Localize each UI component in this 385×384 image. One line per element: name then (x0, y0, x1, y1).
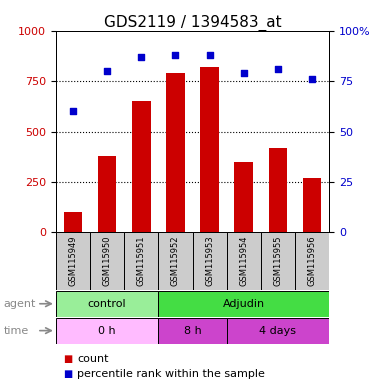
Text: GSM115955: GSM115955 (273, 236, 283, 286)
Text: ■: ■ (64, 369, 73, 379)
Text: GSM115951: GSM115951 (137, 236, 146, 286)
Text: GSM115950: GSM115950 (102, 236, 112, 286)
Text: percentile rank within the sample: percentile rank within the sample (77, 369, 265, 379)
Bar (227, 318, 329, 344)
Bar (56, 291, 158, 317)
Text: control: control (88, 299, 126, 309)
Bar (158, 232, 192, 290)
Bar (64, 212, 82, 232)
Point (138, 54, 144, 60)
Point (104, 68, 110, 74)
Text: 8 h: 8 h (184, 326, 201, 336)
Point (70, 108, 76, 114)
Point (275, 66, 281, 72)
Text: agent: agent (4, 299, 36, 309)
Title: GDS2119 / 1394583_at: GDS2119 / 1394583_at (104, 15, 281, 31)
Point (172, 52, 179, 58)
Bar (268, 147, 287, 232)
Text: GSM115954: GSM115954 (239, 236, 248, 286)
Bar (132, 101, 151, 232)
Bar (98, 156, 117, 232)
Bar (295, 232, 329, 290)
Bar (227, 232, 261, 290)
Bar (158, 318, 227, 344)
Bar (200, 67, 219, 232)
Point (309, 76, 315, 82)
Bar (124, 232, 158, 290)
Bar (158, 291, 329, 317)
Text: Adjudin: Adjudin (223, 299, 265, 309)
Text: 0 h: 0 h (98, 326, 116, 336)
Bar (234, 162, 253, 232)
Text: ■: ■ (64, 354, 73, 364)
Text: GSM115952: GSM115952 (171, 236, 180, 286)
Bar (261, 232, 295, 290)
Bar (56, 318, 158, 344)
Text: GSM115956: GSM115956 (308, 236, 316, 286)
Text: 4 days: 4 days (259, 326, 296, 336)
Bar (192, 232, 227, 290)
Bar (90, 232, 124, 290)
Point (206, 52, 213, 58)
Text: count: count (77, 354, 109, 364)
Bar (303, 178, 321, 232)
Text: time: time (4, 326, 29, 336)
Text: GSM115953: GSM115953 (205, 236, 214, 286)
Bar (56, 232, 90, 290)
Bar (166, 73, 185, 232)
Point (241, 70, 247, 76)
Text: GSM115949: GSM115949 (69, 236, 77, 286)
